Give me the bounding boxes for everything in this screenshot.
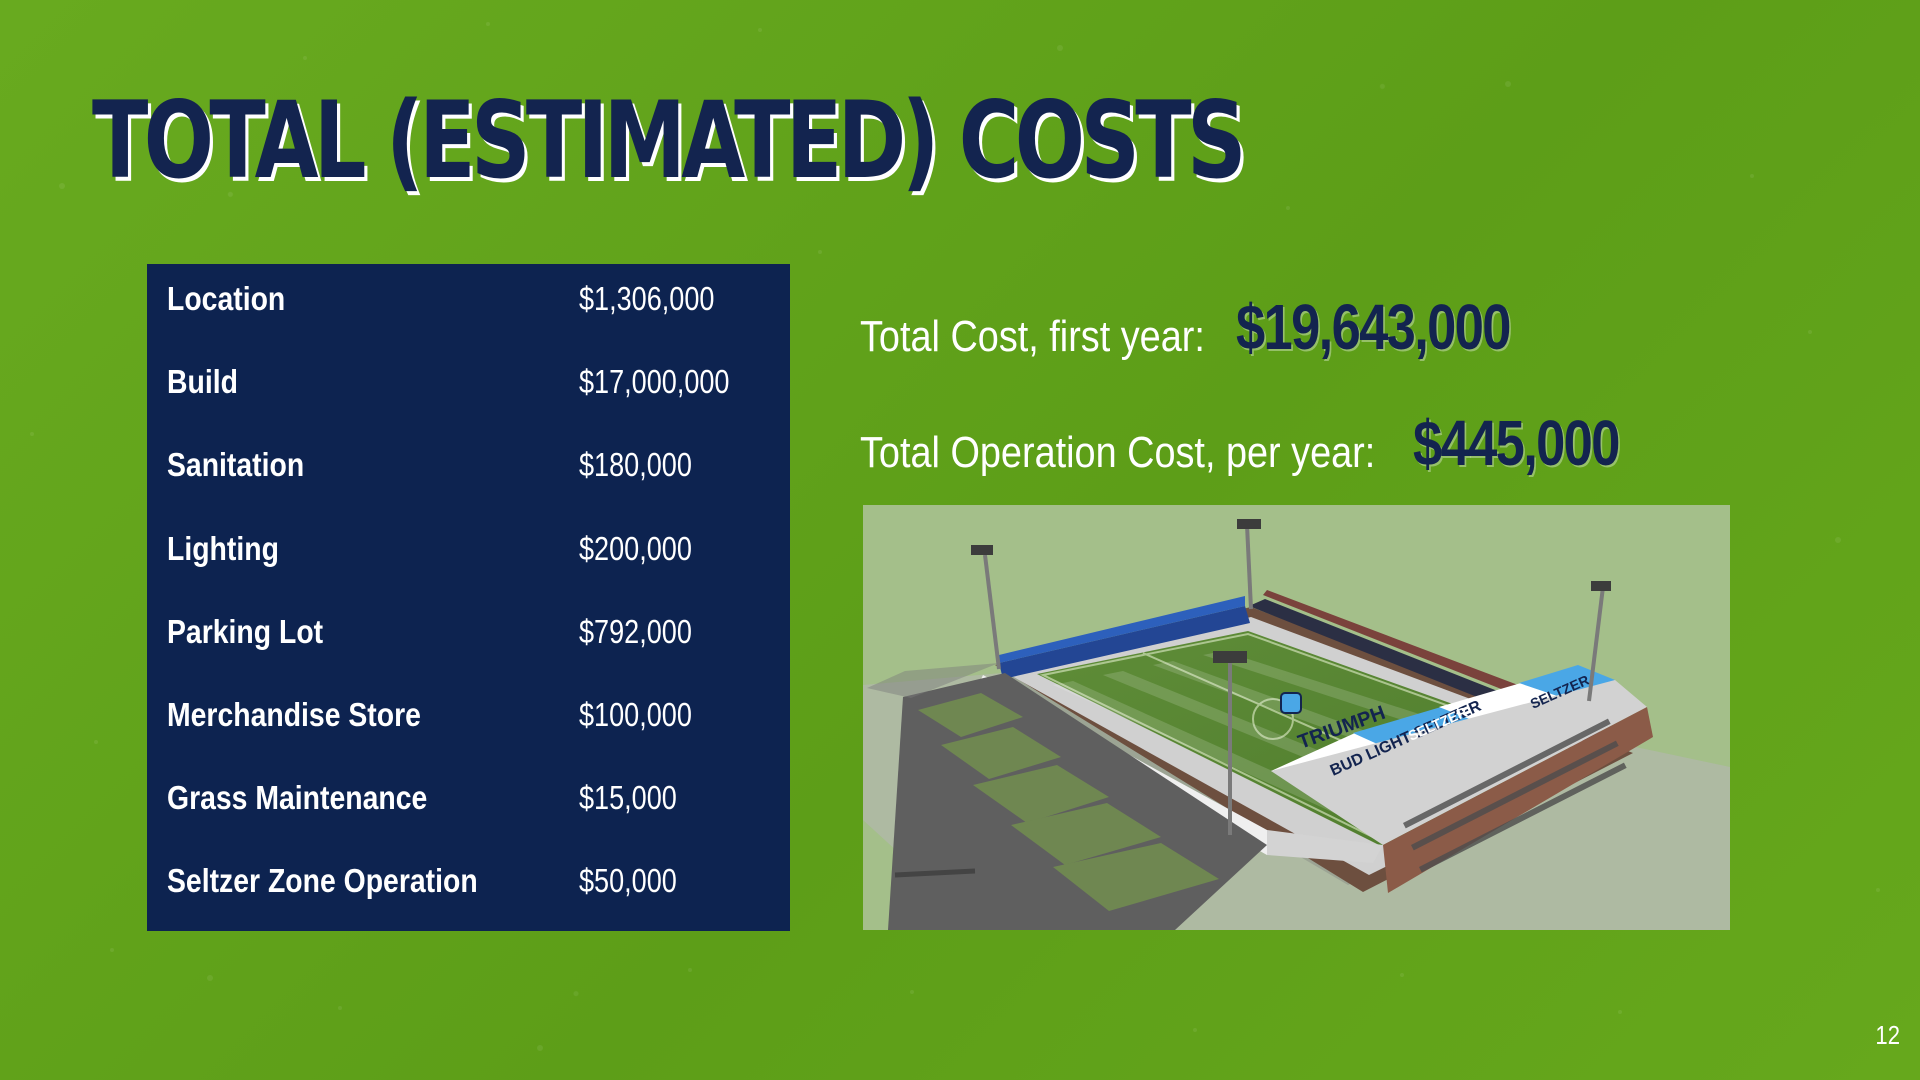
operation-value: $445,000 [1413,407,1620,479]
cost-label: Merchandise Store [167,695,421,733]
table-row: Merchandise Store $100,000 [167,698,790,781]
cost-label: Lighting [167,529,279,567]
table-row: Sanitation $180,000 [167,448,790,531]
cost-value: $1,306,000 [579,280,715,317]
cost-value: $792,000 [579,612,692,650]
table-row: Parking Lot $792,000 [167,615,790,698]
cost-label: Sanitation [167,446,305,484]
stadium-rendering-icon: BUD LIGHT SELTZER SELTZER SELTZER TRIUMP… [863,505,1730,930]
cost-label: Seltzer Zone Operation [167,862,478,900]
stadium-image: BUD LIGHT SELTZER SELTZER SELTZER TRIUMP… [863,505,1730,930]
cost-value: $17,000,000 [579,363,730,401]
table-row: Grass Maintenance $15,000 [167,781,790,864]
cost-label: Build [167,363,238,401]
page-number: 12 [1875,1020,1900,1050]
cost-value: $180,000 [579,446,692,484]
cost-table: Location $1,306,000 Build $17,000,000 Sa… [147,264,790,931]
table-row: Build $17,000,000 [167,365,790,448]
first-year-label: Total Cost, first year: [860,312,1205,361]
table-row: Seltzer Zone Operation $50,000 [167,864,790,947]
cost-value: $200,000 [579,529,692,567]
page-title: TOTAL (ESTIMATED) COSTS [92,79,1247,202]
operation-label: Total Operation Cost, per year: [860,428,1376,477]
first-year-value: $19,643,000 [1236,291,1511,363]
cost-value: $50,000 [579,862,677,900]
operation-total: Total Operation Cost, per year: $445,000 [860,411,1620,477]
cost-value: $100,000 [579,695,692,733]
cost-label: Parking Lot [167,612,324,650]
table-row: Location $1,306,000 [167,282,790,365]
table-row: Lighting $200,000 [167,532,790,615]
cost-label: Grass Maintenance [167,779,428,817]
cost-value: $15,000 [579,779,677,817]
first-year-total: Total Cost, first year: $19,643,000 [860,295,1511,361]
cost-label: Location [167,280,286,317]
